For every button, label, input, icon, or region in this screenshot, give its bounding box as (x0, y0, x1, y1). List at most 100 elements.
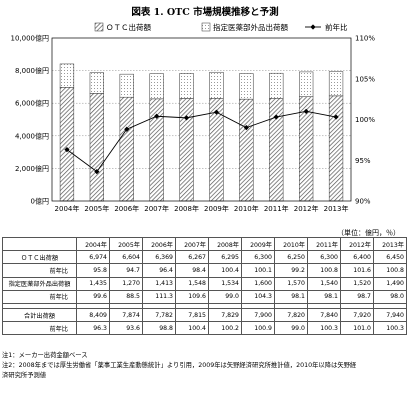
note-2: 注2：2008年までは厚生労働省「薬事工業生産動態統計」より引用，2009年は矢… (2, 362, 357, 369)
chart: 図表 1. OTC 市場規模推移と予測 ＯＴＣ出荷額 指定医薬部外品出荷額 前年比 … (11, 6, 376, 213)
table-row: 前年比 99.6 88.5 111.3 109.6 99.0 104.3 98.1 98.1 98… (2, 289, 407, 304)
table-year-header: 2004年 (76, 236, 110, 252)
line-point (273, 114, 279, 120)
bar-otc (179, 98, 194, 202)
table-cell: 88.5 (109, 289, 143, 304)
y-left-tick-label: 10,000億円 (11, 34, 50, 43)
table-cell: 1,570 (274, 276, 308, 291)
table-cell: 7,874 (109, 307, 143, 323)
table-cell: 100.3 (373, 321, 407, 336)
table-cell: 7,782 (142, 307, 176, 323)
line-point (94, 169, 100, 175)
table-cell: 6,450 (373, 250, 407, 265)
table-cell: 98.0 (373, 289, 407, 304)
line-point (303, 108, 309, 114)
table-cell: 1,413 (142, 276, 176, 291)
table-row-label: ＯＴＣ出荷額 (2, 250, 77, 265)
legend-swatch (201, 22, 211, 32)
table-cell: 99.0 (208, 289, 242, 304)
table-cell: 7,940 (373, 307, 407, 323)
table-year-header: 2009年 (241, 236, 275, 252)
table-cell: 1,270 (109, 276, 143, 291)
legend: ＯＴＣ出荷額 指定医薬部外品出荷額 前年比 (94, 22, 348, 32)
legend-marker (310, 24, 316, 30)
line-point (183, 115, 190, 121)
table-cell: 7,829 (208, 307, 242, 323)
bar-quasi-drug (89, 72, 104, 94)
table-cell: 100.9 (241, 321, 275, 336)
table-cell: 1,540 (307, 276, 341, 291)
table-cell: 99.2 (274, 263, 308, 278)
table-cell: 98.8 (142, 321, 176, 336)
line-point (333, 114, 339, 120)
table-cell: 6,267 (175, 250, 209, 265)
table-cell: 100.8 (373, 263, 407, 278)
table-cell: 100.1 (241, 263, 275, 278)
table-year-header: 2010年 (274, 236, 308, 252)
table-cell: 1,435 (76, 276, 110, 291)
table-cell: 109.6 (175, 289, 209, 304)
bar-otc (269, 98, 284, 202)
y-right-tick-label: 105% (355, 75, 375, 83)
x-tick-label: 2013年 (324, 204, 349, 213)
table-cell: 98.7 (340, 289, 374, 304)
x-tick-label: 2008年 (174, 204, 199, 213)
table-cell: 100.4 (208, 263, 242, 278)
table-row (2, 303, 407, 309)
table-cell: 98.1 (307, 289, 341, 304)
table-row-label: 前年比 (2, 263, 77, 278)
table-cell: 100.8 (307, 263, 341, 278)
table-cell: 7,900 (241, 307, 275, 323)
table-cell: 94.7 (109, 263, 143, 278)
table-cell: 96.4 (142, 263, 176, 278)
table-row: 指定医薬部外品出荷額 1,435 1,270 1,413 1,548 1,534 1,600… (2, 276, 407, 291)
x-tick-label: 2012年 (294, 204, 319, 213)
table-cell: 1,534 (208, 276, 242, 291)
table-units: （単位：億円，％） (337, 229, 400, 237)
y-right-tick-label: 100% (355, 116, 375, 124)
y-left-tick-label: 2,000億円 (15, 164, 49, 173)
table-cell: 6,400 (340, 250, 374, 265)
bar-otc (119, 96, 134, 202)
line-point (213, 109, 220, 115)
line-point (124, 126, 130, 132)
line-point (243, 125, 249, 131)
legend-label: ＯＴＣ出荷額 (106, 22, 151, 32)
table-cell: 1,490 (373, 276, 407, 291)
bar-otc (59, 87, 75, 202)
table-cell: 100.2 (208, 321, 242, 336)
table-cell: 7,815 (175, 307, 209, 323)
table-cell: 98.1 (274, 289, 308, 304)
table-cell: 93.6 (109, 321, 143, 336)
legend-swatch (94, 22, 104, 32)
table-row: 前年比 96.3 93.6 98.8 100.4 100.2 100.9 99.0 100.3 1… (2, 321, 407, 336)
table-year-header: 2006年 (142, 236, 176, 252)
line-point (154, 113, 160, 119)
table-cell: 95.8 (76, 263, 110, 278)
x-tick-label: 2005年 (84, 204, 109, 213)
table-cell: 98.4 (175, 263, 209, 278)
x-tick-label: 2004年 (55, 204, 80, 213)
bar-quasi-drug (299, 71, 314, 97)
legend-label: 前年比 (325, 22, 348, 32)
table-year-header: 2007年 (175, 236, 209, 252)
table-cell: 99.0 (274, 321, 308, 336)
table-cell: 7,840 (307, 307, 341, 323)
x-tick-label: 2011年 (264, 204, 289, 213)
bar-quasi-drug (209, 71, 224, 99)
notes: 注1：メーカー出荷金額ベース 注2：2008年までは厚生労働省「薬事工業生産動態… (2, 351, 408, 381)
table-cell: 101.0 (340, 321, 374, 336)
table-cell: 6,300 (307, 250, 341, 265)
table-cell: 99.6 (76, 289, 110, 304)
bar-quasi-drug (119, 73, 134, 98)
table-corner (2, 236, 77, 252)
y-right-tick-label: 95% (355, 157, 371, 165)
table-cell: 101.6 (340, 263, 374, 278)
table-cell: 6,295 (208, 250, 242, 265)
bar-quasi-drug (59, 63, 75, 88)
y-left-tick-label: 6,000億円 (15, 99, 49, 108)
bar-quasi-drug (269, 72, 284, 99)
table-row: ＯＴＣ出荷額 6,974 6,604 6,369 6,267 6,295 6,300 6,25… (2, 250, 407, 265)
table-cell: 8,409 (76, 307, 110, 323)
table-cell: 6,604 (109, 250, 143, 265)
